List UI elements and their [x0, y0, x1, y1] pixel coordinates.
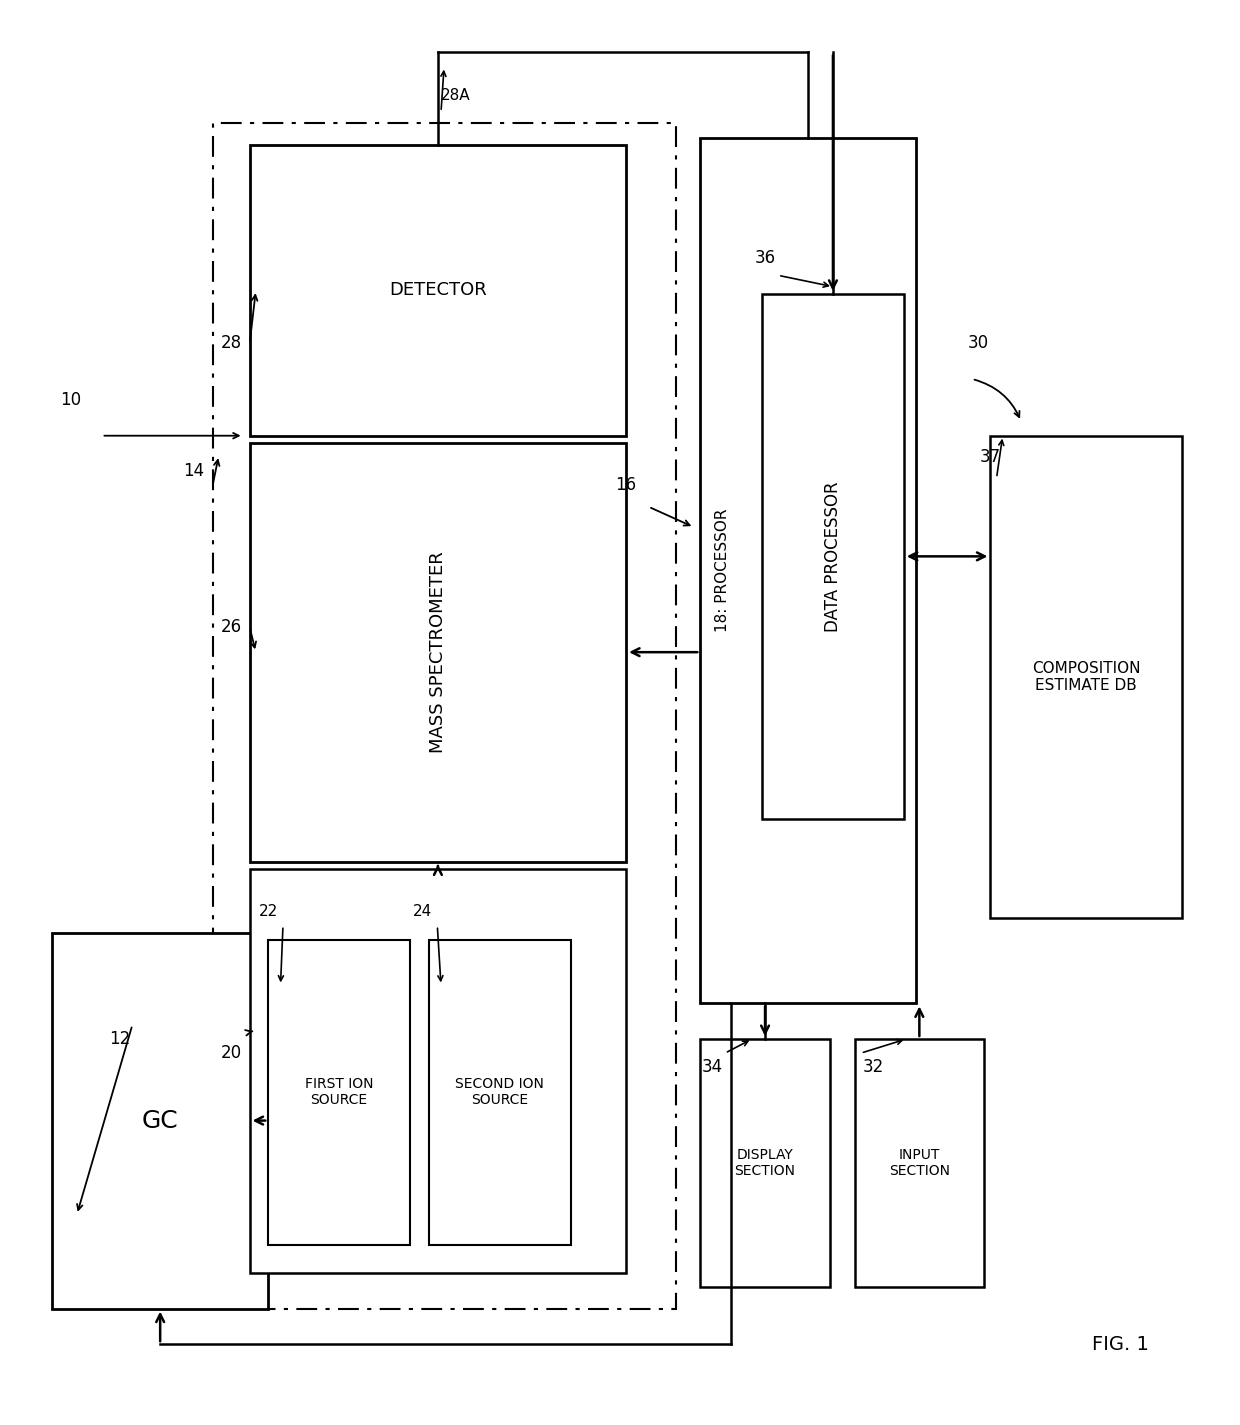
Bar	[991, 436, 1182, 918]
Bar	[268, 939, 410, 1245]
Text: 34: 34	[702, 1059, 723, 1076]
Text: 28A: 28A	[441, 87, 471, 103]
Text: FIG. 1: FIG. 1	[1091, 1335, 1148, 1354]
Bar	[429, 939, 570, 1245]
Text: 14: 14	[184, 462, 205, 480]
Text: 16: 16	[615, 476, 636, 494]
Text: SECOND ION
SOURCE: SECOND ION SOURCE	[455, 1077, 544, 1107]
Text: INPUT
SECTION: INPUT SECTION	[889, 1149, 950, 1178]
Text: DETECTOR: DETECTOR	[389, 281, 487, 299]
Text: 12: 12	[109, 1030, 130, 1047]
Text: 18: PROCESSOR: 18: PROCESSOR	[715, 509, 730, 633]
Bar	[761, 294, 904, 819]
Bar	[701, 138, 916, 1003]
Text: 30: 30	[967, 335, 988, 352]
Text: DISPLAY
SECTION: DISPLAY SECTION	[734, 1149, 796, 1178]
Text: 36: 36	[755, 249, 776, 268]
Bar	[854, 1039, 985, 1287]
Text: MASS SPECTROMETER: MASS SPECTROMETER	[429, 551, 446, 752]
Text: 24: 24	[413, 903, 432, 919]
Bar	[249, 145, 626, 436]
Text: COMPOSITION
ESTIMATE DB: COMPOSITION ESTIMATE DB	[1032, 661, 1141, 693]
Text: 22: 22	[259, 903, 278, 919]
Text: 20: 20	[221, 1045, 242, 1062]
Bar	[701, 1039, 830, 1287]
Bar	[212, 124, 676, 1308]
Text: 26: 26	[221, 618, 242, 637]
Text: 10: 10	[60, 392, 82, 409]
Bar	[52, 932, 268, 1308]
Text: 37: 37	[980, 447, 1001, 466]
Text: DATA PROCESSOR: DATA PROCESSOR	[823, 482, 842, 631]
Bar	[249, 443, 626, 862]
Bar	[249, 869, 626, 1273]
Text: FIRST ION
SOURCE: FIRST ION SOURCE	[305, 1077, 373, 1107]
Text: 32: 32	[863, 1059, 884, 1076]
Text: GC: GC	[141, 1109, 179, 1133]
Text: 28: 28	[221, 335, 242, 352]
